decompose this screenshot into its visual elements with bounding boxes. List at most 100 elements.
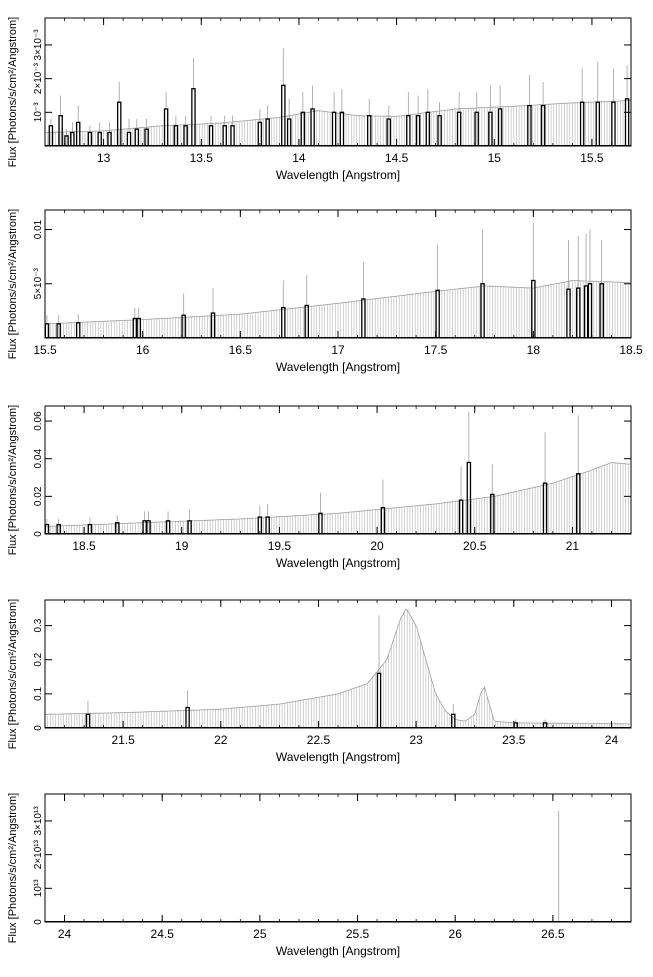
data-bar [281, 84, 286, 146]
y-tick-label: 0.01 [33, 219, 44, 239]
x-tick-label: 19.5 [268, 539, 292, 553]
data-bar [132, 317, 138, 338]
data-bar [97, 131, 102, 146]
data-bar [87, 131, 93, 146]
data-bar [142, 520, 147, 534]
data-bar [458, 499, 464, 534]
x-tick-label: 25.5 [346, 927, 370, 941]
x-tick-label: 23 [409, 733, 423, 747]
continuum-bars [45, 462, 631, 534]
x-tick-label: 22 [214, 733, 228, 747]
y-tick-label: 0.1 [33, 686, 44, 700]
x-axis-label: Wavelength [Angstrom] [276, 944, 400, 958]
x-axis-label: Wavelength [Angstrom] [276, 168, 400, 182]
data-bar [576, 287, 581, 338]
data-bar [257, 121, 263, 146]
data-bar [146, 520, 151, 534]
x-tick-label: 15 [488, 151, 502, 165]
data-bar [116, 101, 122, 146]
data-bar [624, 98, 630, 146]
data-bar [58, 115, 63, 146]
y-tick-label: 0.06 [33, 411, 44, 431]
data-bar [386, 118, 392, 146]
y-tick-label: 2×10¹³ [33, 839, 44, 869]
x-tick-label: 18 [527, 343, 541, 357]
x-tick-label: 24 [605, 733, 619, 747]
y-axis: 5×10⁻³ 0.01 [33, 219, 631, 299]
data-bar [265, 516, 270, 534]
data-bar [304, 304, 309, 338]
data-bar [376, 672, 382, 728]
data-bar [136, 317, 142, 338]
data-bar [300, 111, 306, 146]
data-bar [318, 512, 323, 534]
data-bar [542, 482, 548, 534]
x-tick-label: 25 [253, 927, 267, 941]
data-bar [583, 285, 589, 338]
data-bar [527, 104, 532, 146]
data-bar [281, 306, 286, 338]
data-bar [579, 101, 585, 146]
x-tick-label: 15.5 [580, 151, 604, 165]
continuum-bars [45, 610, 631, 728]
data-bar [75, 121, 81, 146]
y-axis-label: Flux [Photons/s/cm²/Angstrom] [7, 405, 19, 555]
x-axis-label: Wavelength [Angstrom] [276, 556, 400, 570]
continuum-outline [45, 280, 630, 325]
data-bar [437, 115, 442, 146]
data-bar [257, 516, 263, 534]
panel-1: 13 13.5 14 14.5 15 15.5 Wavelength [Angstrom] 1… [7, 17, 632, 182]
y-axis: 0 10¹³ 2×10¹³ 3×10¹³ [33, 806, 631, 925]
y-tick-label: 10¹³ [33, 879, 44, 897]
x-axis: 13 13.5 14 14.5 15 15.5 [44, 18, 632, 165]
data-bar [48, 125, 54, 146]
data-bar [456, 111, 462, 146]
plot-frame [44, 793, 632, 923]
y-tick-label: 0.04 [33, 449, 44, 469]
data-bar [286, 118, 292, 146]
data-bar [435, 289, 440, 338]
continuum-bars [45, 280, 631, 338]
x-tick-label: 17 [331, 343, 345, 357]
plot-area-3 [45, 411, 631, 534]
data-bar [85, 713, 91, 728]
y-tick-label: 3×10¹³ [33, 806, 44, 836]
data-bar [56, 523, 61, 534]
data-bar [480, 283, 485, 338]
data-bar [75, 322, 81, 338]
data-bar [425, 111, 431, 146]
data-bar [183, 125, 188, 146]
x-tick-label: 13.5 [190, 151, 214, 165]
data-bar [611, 101, 616, 146]
x-axis-label: Wavelength [Angstrom] [276, 750, 400, 764]
x-axis: 21.5 22 22.5 23 23.5 24 [44, 600, 632, 747]
data-bar [310, 108, 315, 146]
y-tick-label: 0.3 [33, 618, 44, 632]
data-bar [187, 520, 192, 534]
data-bar [488, 111, 493, 146]
y-axis-label: Flux [Photons/s/cm²/Angstrom] [7, 793, 19, 943]
x-tick-label: 18.5 [619, 343, 643, 357]
x-tick-label: 19 [175, 539, 189, 553]
data-bar [380, 506, 386, 534]
x-tick-label: 20.5 [463, 539, 487, 553]
x-tick-label: 18.5 [72, 539, 96, 553]
y-tick-label: 0 [33, 531, 44, 537]
y-tick-label: 0.02 [33, 486, 44, 506]
data-bar [339, 111, 345, 146]
x-tick-label: 21.5 [111, 733, 135, 747]
y-tick-label: 10⁻³ [33, 102, 44, 122]
x-axis-label: Wavelength [Angstrom] [276, 360, 400, 374]
y-tick-label: 0.2 [33, 652, 44, 666]
data-bar [542, 722, 548, 728]
x-tick-label: 16.5 [229, 343, 253, 357]
data-bar [107, 131, 112, 146]
plot-area-2 [45, 223, 631, 338]
continuum-outline [45, 608, 630, 725]
data-bar [415, 115, 421, 146]
x-axis: 15.5 16 16.5 17 17.5 18 18.5 [33, 210, 643, 357]
x-axis: 18.5 19 19.5 20 20.5 21 [44, 406, 632, 553]
y-axis-label: Flux [Photons/s/cm²/Angstrom] [7, 17, 19, 167]
data-bar [126, 131, 132, 146]
